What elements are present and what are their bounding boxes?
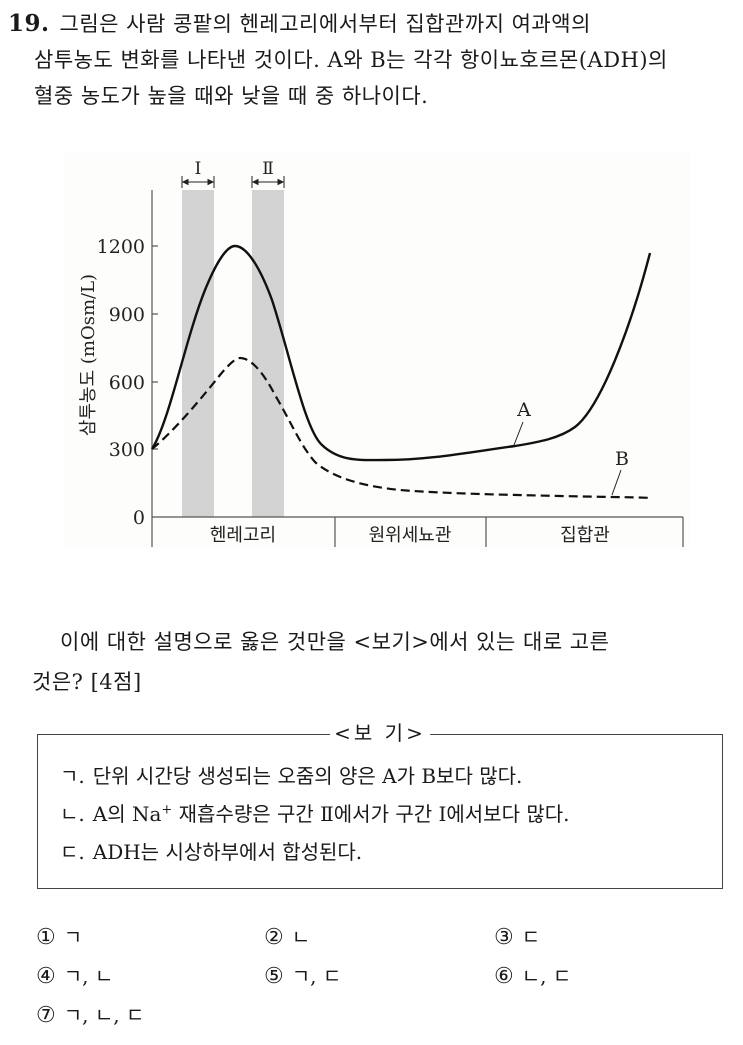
y-tick-1200: 1200 [97, 236, 145, 258]
choice-6[interactable]: ⑥ ㄴ, ㄷ [494, 964, 572, 989]
osmolarity-chart: Ⅰ Ⅱ 0 300 600 900 1200 삼투농도 (mOs [63, 152, 690, 550]
interval-1-marker [181, 176, 215, 188]
interval-2-band [252, 190, 284, 517]
choice-4[interactable]: ④ ㄱ, ㄴ [36, 964, 114, 989]
choice-5[interactable]: ⑤ ㄱ, ㄷ [264, 964, 342, 989]
question-line-1: 19. 그림은 사람 콩팥의 헨레고리에서부터 집합관까지 여과액의 [8, 10, 591, 37]
y-tick-600: 600 [109, 372, 145, 394]
curve-b-label: B [615, 448, 629, 470]
bogi-item-digeut: ㄷ. ADH는 시상하부에서 합성된다. [60, 840, 363, 864]
question-prompt: 이에 대한 설명으로 옳은 것만을 <보기>에서 있는 대로 고른 것은? [4… [32, 622, 732, 702]
question-number: 19. [8, 10, 50, 37]
interval-1-label: Ⅰ [195, 159, 202, 179]
bogi-item-giyeok: ㄱ. 단위 시간당 생성되는 오줌의 양은 A가 B보다 많다. [60, 764, 523, 788]
prompt-line-1: 이에 대한 설명으로 옳은 것만을 <보기>에서 있는 대로 고른 [60, 630, 610, 654]
question-stem: 19. 그림은 사람 콩팥의 헨레고리에서부터 집합관까지 여과액의 삼투농도 변… [8, 6, 738, 114]
question-line-3: 혈중 농도가 높을 때와 낮을 때 중 하나이다. [34, 84, 429, 108]
interval-2-marker [251, 176, 285, 188]
y-tick-0: 0 [133, 507, 145, 529]
curve-a-label: A [516, 399, 531, 421]
question-line-2: 삼투농도 변화를 나타낸 것이다. A와 B는 각각 항이뇨호르몬(ADH)의 [34, 48, 668, 72]
y-tick-900: 900 [109, 304, 145, 326]
bogi-title: <보 기> [330, 720, 430, 746]
bogi-item-nieun: ㄴ. A의 Na+ 재흡수량은 구간 Ⅱ에서가 구간 Ⅰ에서보다 많다. [60, 802, 570, 826]
x-label-henle: 헨레고리 [210, 525, 276, 546]
interval-1-band [182, 190, 214, 517]
prompt-line-2: 것은? [4점] [32, 670, 142, 694]
x-label-distal: 원위세뇨관 [369, 525, 452, 546]
curve-b [151, 356, 653, 500]
y-axis-label: 삼투농도 (mOsm/L) [78, 274, 99, 436]
y-tick-300: 300 [109, 439, 145, 461]
choice-7[interactable]: ⑦ ㄱ, ㄴ, ㄷ [36, 1003, 145, 1028]
curve-a-leader [513, 421, 524, 446]
interval-2-label: Ⅱ [262, 159, 274, 179]
curve-a [150, 244, 652, 462]
x-label-collecting: 집합관 [560, 525, 610, 546]
curve-b-leader [611, 469, 622, 496]
bogi-box: <보 기> ㄱ. 단위 시간당 생성되는 오줌의 양은 A가 B보다 많다. ㄴ.… [37, 720, 723, 889]
